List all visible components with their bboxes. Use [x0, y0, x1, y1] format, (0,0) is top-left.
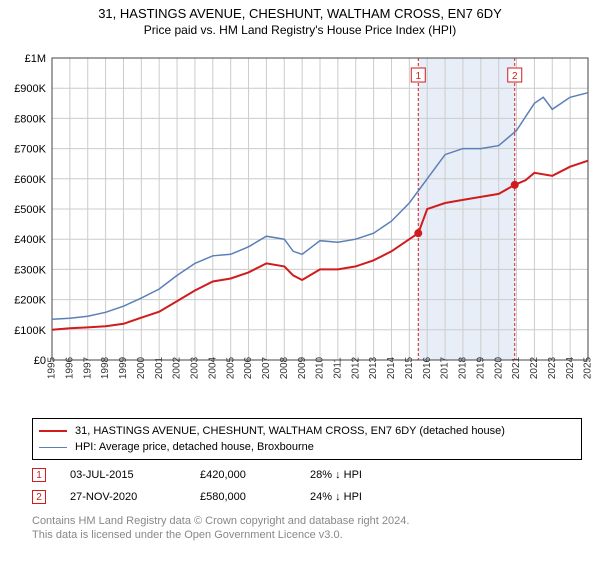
- svg-text:£200K: £200K: [14, 295, 46, 307]
- sale-row: 1 03-JUL-2015£420,00028% ↓ HPI: [32, 464, 582, 486]
- footer-attribution: Contains HM Land Registry data © Crown c…: [32, 514, 582, 543]
- sale-price: £580,000: [200, 491, 310, 503]
- chart-subtitle: Price paid vs. HM Land Registry's House …: [0, 23, 600, 37]
- svg-text:1: 1: [415, 71, 421, 82]
- legend-label: HPI: Average price, detached house, Brox…: [75, 441, 314, 453]
- sale-marker-icon: 2: [32, 490, 46, 504]
- chart-title: 31, HASTINGS AVENUE, CHESHUNT, WALTHAM C…: [0, 6, 600, 21]
- svg-text:£500K: £500K: [14, 204, 46, 216]
- sale-date: 27-NOV-2020: [70, 491, 200, 503]
- svg-text:£900K: £900K: [14, 83, 46, 95]
- sale-row: 2 27-NOV-2020£580,00024% ↓ HPI: [32, 486, 582, 508]
- chart-area: £0 £100K £200K £300K £400K £500K £600K £700K £80…: [0, 50, 600, 410]
- sale-delta: 24% ↓ HPI: [310, 491, 430, 503]
- legend-item: HPI: Average price, detached house, Brox…: [39, 439, 575, 455]
- svg-text:£800K: £800K: [14, 113, 46, 125]
- footer-line-2: This data is licensed under the Open Gov…: [32, 528, 582, 542]
- sale-marker-icon: 1: [32, 468, 46, 482]
- svg-text:£700K: £700K: [14, 144, 46, 156]
- svg-text:£100K: £100K: [14, 325, 46, 337]
- svg-text:£1M: £1M: [25, 53, 46, 65]
- svg-text:£600K: £600K: [14, 174, 46, 186]
- legend-swatch: [39, 447, 67, 448]
- svg-text:£300K: £300K: [14, 264, 46, 276]
- svg-text:£400K: £400K: [14, 234, 46, 246]
- svg-text:2: 2: [512, 71, 518, 82]
- footer-line-1: Contains HM Land Registry data © Crown c…: [32, 514, 582, 528]
- sale-delta: 28% ↓ HPI: [310, 469, 430, 481]
- legend-box: 31, HASTINGS AVENUE, CHESHUNT, WALTHAM C…: [32, 418, 582, 460]
- legend-swatch: [39, 430, 67, 432]
- legend-item: 31, HASTINGS AVENUE, CHESHUNT, WALTHAM C…: [39, 423, 575, 439]
- sale-date: 03-JUL-2015: [70, 469, 200, 481]
- line-chart-svg: £0 £100K £200K £300K £400K £500K £600K £700K £80…: [0, 50, 600, 410]
- sales-table: 1 03-JUL-2015£420,00028% ↓ HPI 2 27-NOV-202…: [32, 464, 582, 508]
- sale-price: £420,000: [200, 469, 310, 481]
- svg-text:£0: £0: [34, 355, 46, 367]
- legend-label: 31, HASTINGS AVENUE, CHESHUNT, WALTHAM C…: [75, 425, 505, 437]
